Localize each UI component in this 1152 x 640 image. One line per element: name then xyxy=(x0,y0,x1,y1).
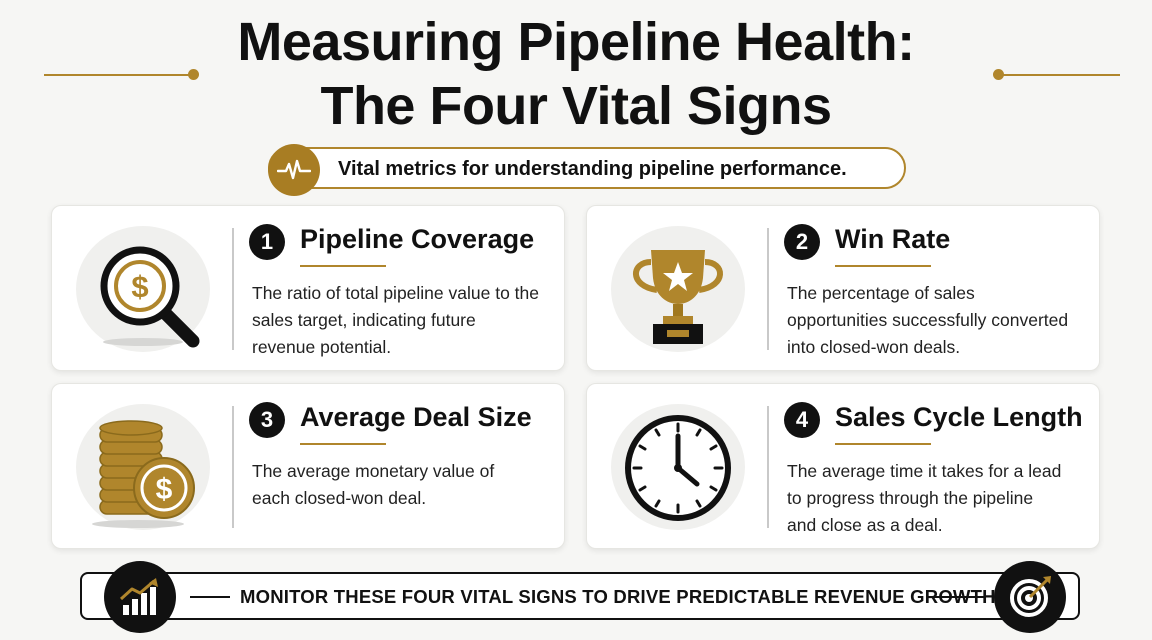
card-number-badge: 2 xyxy=(784,224,820,260)
card-title: Win Rate xyxy=(835,224,951,254)
card-title-underline xyxy=(835,443,931,445)
footer-text: MONITOR THESE FOUR VITAL SIGNS TO DRIVE … xyxy=(240,586,1001,607)
svg-text:$: $ xyxy=(156,473,173,506)
card-divider xyxy=(767,406,769,528)
footer-line-right xyxy=(934,596,984,598)
card-description: The average time it takes for a lead to … xyxy=(787,461,1062,535)
card-average-deal-size: $ 3 Average Deal Size The average moneta… xyxy=(51,383,565,549)
card-win-rate: 2 Win Rate The percentage of sales oppor… xyxy=(586,205,1100,371)
card-description: The average monetary value of each close… xyxy=(252,461,495,508)
card-title: Average Deal Size xyxy=(300,402,532,432)
card-number-badge: 1 xyxy=(249,224,285,260)
card-number-badge: 3 xyxy=(249,402,285,438)
card-description: The percentage of sales opportunities su… xyxy=(787,283,1069,357)
card-sales-cycle-length: 4 Sales Cycle Length The average time it… xyxy=(586,383,1100,549)
card-title: Pipeline Coverage xyxy=(300,224,535,254)
title-deco-line-right xyxy=(1002,74,1120,76)
subtitle-pill: Vital metrics for understanding pipeline… xyxy=(268,144,906,196)
page-title: Measuring Pipeline Health: The Four Vita… xyxy=(0,10,1152,138)
card-title-underline xyxy=(835,265,931,267)
growth-chart-icon xyxy=(104,561,176,633)
trophy-icon xyxy=(633,250,723,344)
title-line-2: The Four Vital Signs xyxy=(320,76,832,136)
card-description: The ratio of total pipeline value to the… xyxy=(252,283,539,357)
title-line-1: Measuring Pipeline Health: xyxy=(237,12,915,72)
svg-text:$: $ xyxy=(131,269,148,304)
card-number-badge: 4 xyxy=(784,402,820,438)
card-divider xyxy=(767,228,769,350)
footer-line-left xyxy=(190,596,230,598)
heartbeat-icon xyxy=(268,144,320,196)
card-divider xyxy=(232,228,234,350)
card-title-underline xyxy=(300,265,386,267)
magnifying-glass-dollar-icon: $ xyxy=(100,246,200,348)
card-title: Sales Cycle Length xyxy=(835,402,1083,432)
subtitle-text: Vital metrics for understanding pipeline… xyxy=(338,158,847,180)
title-deco-dot-left xyxy=(188,69,199,80)
target-arrow-icon xyxy=(994,561,1066,633)
coin-stack-icon: $ xyxy=(92,420,195,528)
title-deco-line-left xyxy=(44,74,190,76)
title-deco-dot-right xyxy=(993,69,1004,80)
card-pipeline-coverage: $ 1 Pipeline Coverage The ratio of total… xyxy=(51,205,565,371)
clock-icon xyxy=(625,415,731,521)
card-divider xyxy=(232,406,234,528)
card-title-underline xyxy=(300,443,386,445)
footer-banner: MONITOR THESE FOUR VITAL SIGNS TO DRIVE … xyxy=(80,561,1080,633)
